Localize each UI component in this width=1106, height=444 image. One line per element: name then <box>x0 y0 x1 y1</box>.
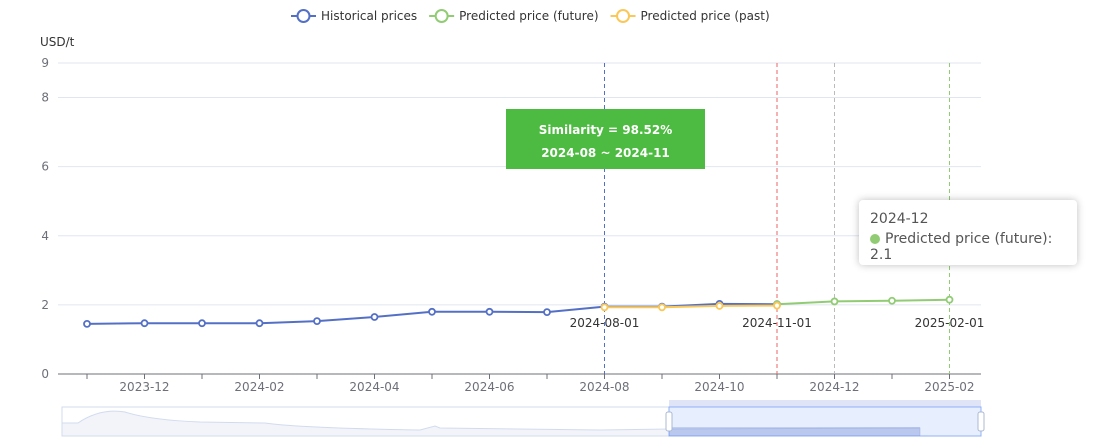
data-point[interactable] <box>773 301 781 310</box>
series-predicted-price-past[interactable] <box>600 301 781 312</box>
x-tick-label: 2023-12 <box>119 380 169 394</box>
y-tick-label: 9 <box>41 56 49 70</box>
y-tick-label: 6 <box>41 160 49 174</box>
x-tick-label: 2024-08 <box>579 380 629 394</box>
grid-lines <box>58 62 981 306</box>
series-predicted-price-future[interactable] <box>773 295 954 309</box>
x-tick-label: 2024-04 <box>349 380 399 394</box>
tooltip: 2024-12 Predicted price (future): 2.1 <box>859 200 1077 265</box>
data-point[interactable] <box>715 302 724 310</box>
data-point[interactable] <box>485 307 494 316</box>
data-point[interactable] <box>428 307 436 316</box>
legend-label: Predicted price (past) <box>641 9 770 23</box>
x-tick-label: 2024-10 <box>694 380 744 394</box>
legend-label: Predicted price (future) <box>459 9 598 23</box>
data-point[interactable] <box>83 319 91 328</box>
series-line[interactable] <box>604 304 778 309</box>
series-lines[interactable] <box>83 295 954 328</box>
data-point[interactable] <box>255 319 264 328</box>
x-tick-label: 2024-06 <box>464 380 514 394</box>
tooltip-title: 2024-12 <box>870 211 929 227</box>
data-point[interactable] <box>140 319 149 328</box>
data-point[interactable] <box>658 303 666 312</box>
zoom-selected-area <box>669 427 920 436</box>
data-point[interactable] <box>888 296 896 305</box>
x-tick-label: 2025-02 <box>924 380 974 394</box>
x-axis: 2023-12 2024-02 2024-04 2024-06 2024-08 2024-… <box>58 373 981 394</box>
zoom-right-handle[interactable] <box>977 411 985 432</box>
x-tick-label: 2024-02 <box>234 380 284 394</box>
y-tick-label: 2 <box>41 298 49 312</box>
data-point[interactable] <box>543 308 551 317</box>
legend[interactable]: Historical prices Predicted price (future… <box>291 9 770 23</box>
legend-item[interactable]: Predicted price (future) <box>429 9 599 23</box>
y-tick-label: 4 <box>41 229 49 243</box>
similarity-value: Similarity = 98.52% <box>538 123 673 137</box>
marker-date-label: 2024-11-01 <box>742 316 812 330</box>
legend-marker <box>434 9 449 23</box>
y-axis-unit: USD/t <box>40 35 75 49</box>
zoom-overview-area <box>61 410 921 437</box>
data-point[interactable] <box>370 313 379 321</box>
tooltip-value: 2.1 <box>870 247 893 263</box>
tooltip-row: Predicted price (future): 2.1 <box>870 231 1053 263</box>
series-line[interactable] <box>776 298 950 306</box>
y-tick-label: 0 <box>41 367 49 381</box>
marker-date-label: 2024-08-01 <box>570 316 640 330</box>
y-tick-label: 8 <box>41 91 49 105</box>
x-tick-label: 2024-12 <box>809 380 859 394</box>
similarity-box: Similarity = 98.52% 2024-08 ~ 2024-11 <box>506 109 705 169</box>
data-point[interactable] <box>945 295 954 304</box>
zoom-left-handle[interactable] <box>665 411 673 432</box>
marker-date-label: 2025-02-01 <box>915 316 985 330</box>
data-zoom-slider[interactable] <box>61 400 985 437</box>
legend-label: Historical prices <box>321 9 417 23</box>
y-axis: 0 2 4 6 8 9 <box>41 56 49 381</box>
zoom-move-handle[interactable] <box>669 400 981 407</box>
data-point[interactable] <box>600 303 609 312</box>
legend-marker <box>616 9 631 23</box>
legend-item[interactable]: Historical prices <box>291 9 417 23</box>
data-point[interactable] <box>198 319 206 328</box>
data-point[interactable] <box>830 297 839 306</box>
legend-item[interactable]: Predicted price (past) <box>610 9 770 23</box>
tooltip-series-name: Predicted price (future) <box>885 231 1048 247</box>
data-point[interactable] <box>313 317 321 326</box>
tooltip-series-dot <box>870 234 880 244</box>
similarity-range: 2024-08 ~ 2024-11 <box>541 146 670 160</box>
legend-marker <box>296 9 311 23</box>
